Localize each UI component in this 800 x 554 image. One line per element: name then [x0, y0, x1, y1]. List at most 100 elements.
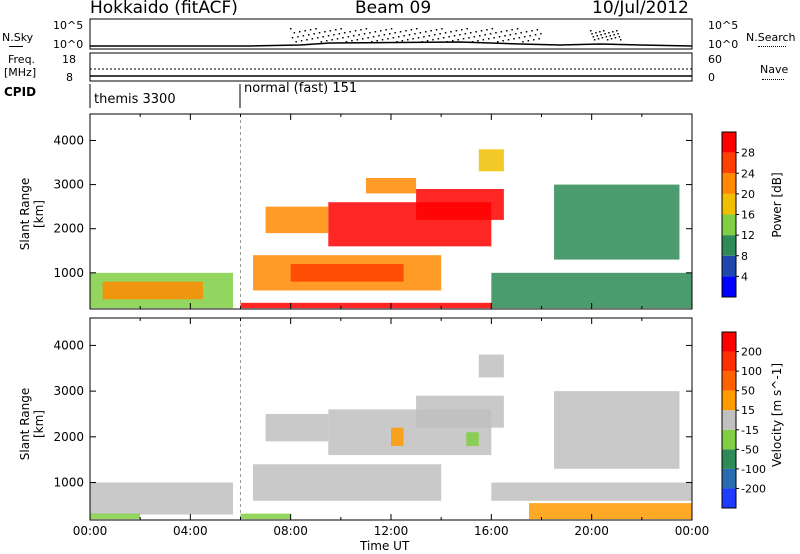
nsearch-point	[333, 34, 335, 36]
nsearch-point	[448, 36, 450, 38]
nsearch-point	[290, 28, 292, 30]
nsearch-point	[531, 30, 533, 32]
data-region	[365, 177, 417, 194]
nsearch-point	[468, 37, 470, 39]
nsearch-point	[354, 30, 357, 32]
nsearch-point	[313, 33, 315, 35]
nsearch-point	[619, 39, 622, 41]
colorbar-segment	[722, 152, 736, 174]
nsearch-point	[495, 32, 497, 34]
nsearch-point	[486, 29, 488, 31]
nsearch-point	[421, 41, 423, 43]
colorbar-tick-label: 15	[741, 404, 755, 417]
nsearch-point	[423, 36, 425, 38]
nsearch-point	[335, 29, 337, 31]
x-tick-label: 04:00	[173, 524, 208, 538]
colorbar-tick-label: -15	[741, 424, 759, 437]
colorbar-tick-label: 200	[741, 346, 762, 359]
nsearch-point	[344, 32, 346, 34]
y-tick-label: 3000	[53, 384, 84, 398]
y-tick-label: 2000	[53, 222, 84, 236]
freq-tick-bottom: 8	[66, 71, 73, 84]
nsearch-point	[610, 38, 613, 40]
nsearch-point	[435, 29, 438, 31]
nsearch-point	[324, 31, 326, 33]
nsearch-point	[518, 37, 521, 39]
nsearch-point	[534, 34, 537, 36]
nsearch-point	[612, 31, 614, 33]
nsearch-point	[603, 30, 605, 32]
nsearch-point	[464, 33, 467, 35]
beam-title: Beam 09	[355, 0, 432, 18]
colorbar-tick-label: 20	[741, 188, 755, 201]
data-region	[554, 391, 680, 469]
colorbar-segment	[722, 449, 736, 469]
cpid-mode-1: themis 3300	[94, 92, 176, 107]
x-tick-label: 00:00	[73, 524, 108, 538]
nsearch-point	[604, 33, 606, 35]
nsearch-point	[444, 32, 447, 34]
data-region	[240, 513, 291, 520]
data-region	[478, 149, 504, 172]
colorbar-segment	[722, 193, 736, 215]
nsearch-point	[609, 35, 611, 37]
data-region	[102, 281, 203, 300]
nsearch-point	[488, 38, 490, 40]
nsearch-point	[369, 32, 371, 34]
nsearch-point	[317, 37, 319, 39]
nsearch-point	[529, 35, 531, 37]
x-tick-label: 20:00	[574, 524, 609, 538]
nsearch-point	[396, 41, 398, 43]
nsearch-point	[439, 33, 441, 35]
nsearch-point	[299, 31, 301, 33]
nave-legend-line	[762, 79, 784, 80]
x-tick-label: 08:00	[273, 524, 308, 538]
nsearch-point	[457, 39, 459, 41]
nsearch-point	[338, 33, 341, 35]
nsearch-point	[597, 38, 600, 40]
nsearch-point	[590, 30, 592, 32]
colorbar-tick-label: 50	[741, 385, 755, 398]
nsearch-point	[293, 32, 296, 34]
nsearch-point	[318, 32, 321, 34]
colorbar-tick-label: 28	[741, 147, 755, 160]
y-tick-label: 2000	[53, 430, 84, 444]
nsearch-point	[300, 40, 303, 42]
data-region	[554, 184, 680, 260]
nsearch-point	[322, 36, 324, 38]
nsearch-point	[417, 37, 420, 39]
nsearch-point	[419, 32, 422, 34]
nsearch-point	[614, 37, 617, 39]
nsearch-point	[356, 39, 359, 41]
nsearch-point	[533, 39, 535, 41]
nsearch-point	[401, 40, 404, 42]
nsearch-point	[515, 33, 517, 35]
power-panel: 1000 2000 3000 4000 28 24 20 16 12 8 4	[53, 113, 755, 310]
nsearch-point	[600, 34, 602, 36]
nsearch-point	[491, 28, 494, 30]
data-region	[265, 413, 329, 442]
nsearch-point	[441, 28, 443, 30]
nsearch-point	[601, 37, 604, 39]
nsearch-point	[520, 32, 522, 34]
nsearch-point	[434, 34, 436, 36]
data-region	[265, 206, 329, 234]
nsearch-point	[493, 37, 495, 39]
nsearch-point	[591, 33, 593, 35]
nsearch-point	[613, 34, 615, 36]
nsearch-point	[304, 30, 306, 32]
data-region	[478, 354, 504, 378]
data-region	[491, 482, 692, 501]
nsearch-point	[616, 30, 618, 32]
nsearch-point	[320, 41, 323, 43]
x-axis-label: Time UT	[360, 539, 410, 553]
nsearch-point	[595, 32, 597, 34]
nsky-legend-line	[9, 46, 23, 47]
nsearch-point	[471, 41, 474, 43]
nsearch-point	[498, 36, 501, 38]
nsearch-point	[599, 31, 601, 33]
nsearch-point	[538, 38, 540, 40]
data-region	[391, 427, 404, 446]
nsearch-point	[513, 38, 515, 40]
nsearch-point	[407, 39, 409, 41]
